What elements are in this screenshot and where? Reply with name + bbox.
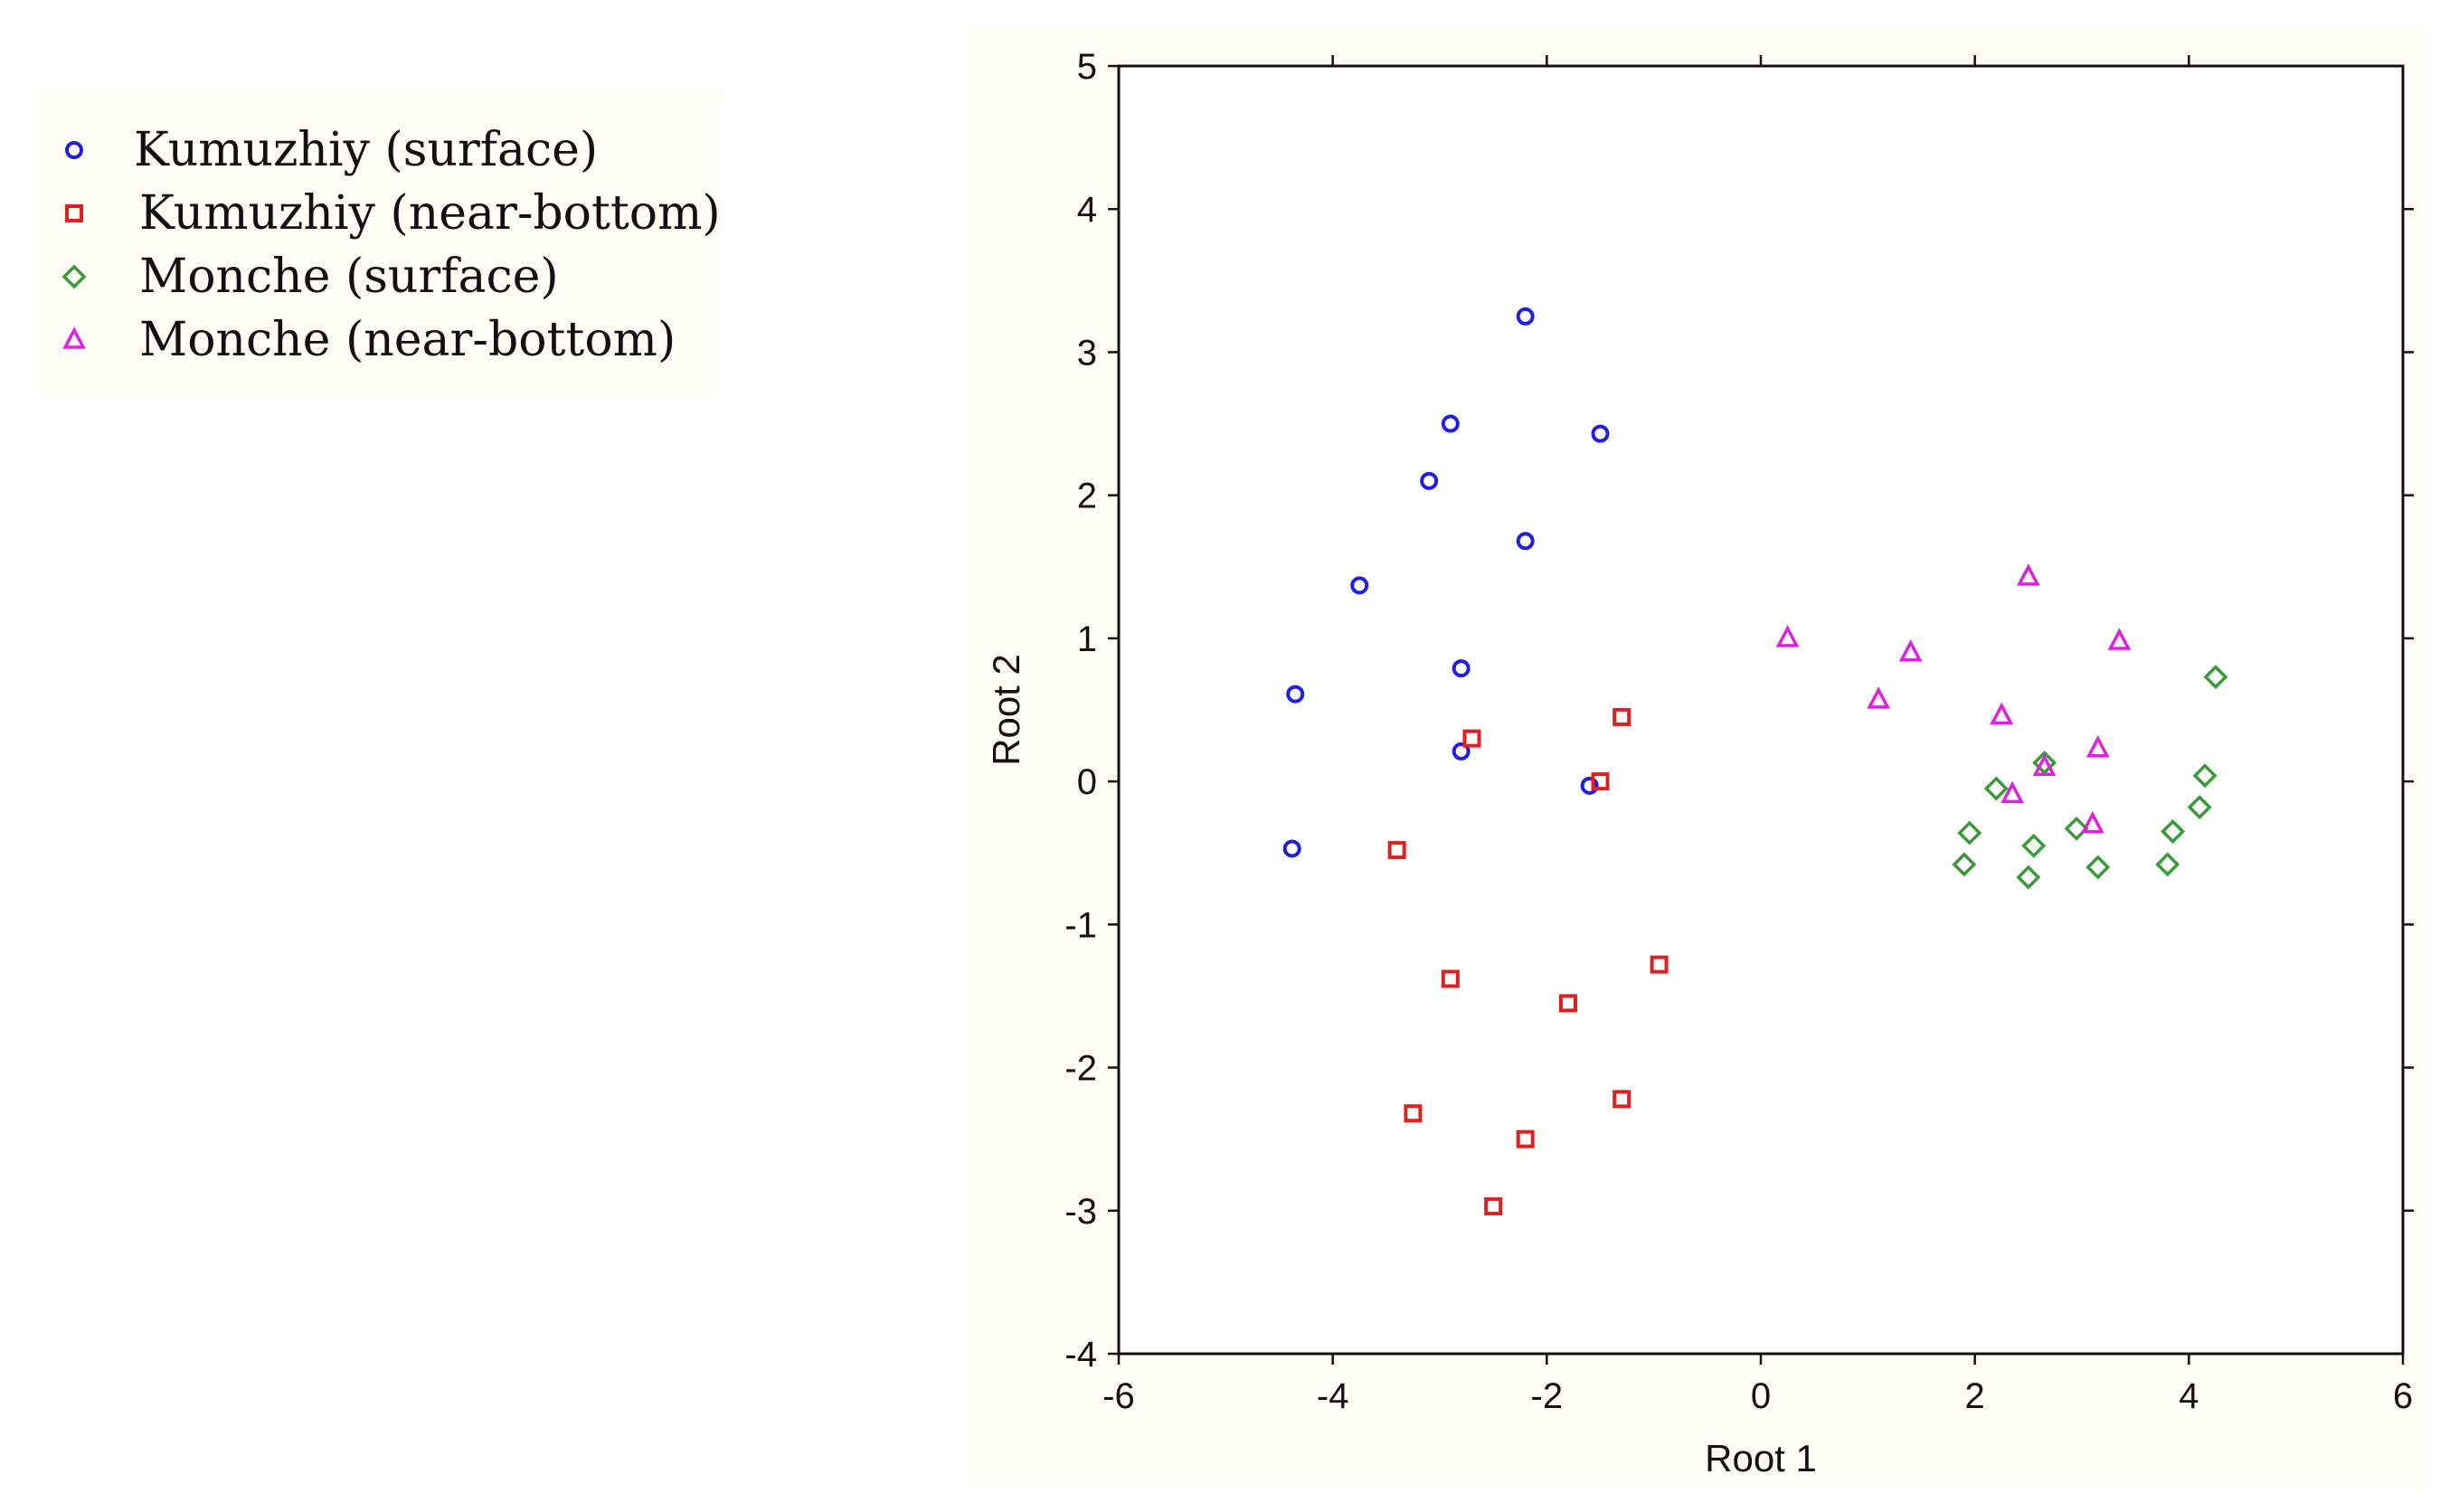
data-point-diamond — [1957, 820, 1982, 846]
data-point-square — [1462, 729, 1481, 748]
data-point-square — [1516, 1129, 1535, 1148]
data-point-triangle — [2080, 810, 2104, 834]
data-point-triangle — [1867, 686, 1891, 709]
y-tick-label: 1 — [1077, 619, 1097, 659]
data-point-circle — [1516, 307, 1535, 326]
data-point-triangle — [1775, 625, 1800, 647]
legend: Kumuzhiy (surface) Kumuzhiy (near-bottom)… — [40, 90, 722, 396]
data-point-circle — [1452, 659, 1471, 678]
data-point-square — [1559, 994, 1577, 1013]
y-tick-label: -2 — [1064, 1049, 1097, 1089]
data-point-triangle — [1898, 638, 1923, 662]
data-point-square — [1441, 969, 1460, 988]
chart-panel: -6 -4 -2 0 2 4 6 -4 -3 -2 -1 0 1 2 3 4 5 Root 1 Root 2 — [967, 26, 2425, 1488]
data-point-triangle — [2000, 780, 2024, 804]
legend-svg: Kumuzhiy (surface) Kumuzhiy (near-bottom)… — [61, 123, 721, 367]
y-tick-label: -4 — [1064, 1335, 1097, 1375]
y-tick-label: -1 — [1064, 905, 1097, 945]
data-point-diamond — [2064, 816, 2089, 841]
series-circle — [1282, 307, 1610, 858]
data-point-diamond — [1952, 852, 1977, 877]
legend-marker-circle — [65, 141, 83, 159]
plot-area — [1117, 64, 2405, 1356]
data-point-square — [1650, 955, 1669, 974]
data-point-circle — [1580, 776, 1599, 795]
data-point-square — [1613, 707, 1631, 726]
data-point-circle — [1350, 576, 1369, 595]
series-square — [1387, 707, 1669, 1216]
legend-label: Kumuzhiy (near-bottom) — [139, 186, 721, 241]
data-point-circle — [1516, 532, 1535, 551]
data-point-square — [1591, 772, 1610, 791]
data-point-diamond — [2016, 865, 2041, 890]
data-point-circle — [1441, 414, 1460, 433]
legend-marker-triangle — [62, 326, 86, 349]
y-axis-title: Root 2 — [985, 654, 1027, 766]
data-point-circle — [1286, 685, 1305, 704]
data-point-triangle — [2032, 753, 2057, 777]
x-tick-label: 2 — [1965, 1376, 1985, 1416]
data-point-triangle — [2016, 563, 2040, 586]
legend-label: Monche (surface) — [139, 250, 559, 304]
data-point-square — [1387, 841, 1406, 860]
data-point-diamond — [2155, 852, 2180, 877]
data-point-diamond — [2203, 665, 2228, 690]
legend-marker-diamond — [61, 264, 87, 289]
x-tick-label: -2 — [1531, 1376, 1564, 1416]
data-point-square — [1613, 1090, 1631, 1109]
data-point-diamond — [2192, 763, 2218, 789]
x-axis-title: Root 1 — [1705, 1437, 1817, 1479]
y-tick-label: 5 — [1077, 47, 1097, 87]
y-tick-label: 2 — [1077, 477, 1097, 516]
data-point-diamond — [1983, 776, 2009, 801]
data-point-diamond — [2021, 833, 2047, 858]
data-point-circle — [1452, 742, 1471, 761]
series-triangle — [1775, 563, 2132, 834]
legend-label: Kumuzhiy (surface) — [134, 123, 598, 177]
y-tick-label: 4 — [1077, 190, 1097, 230]
y-tick-label: -3 — [1064, 1192, 1097, 1232]
data-point-square — [1404, 1104, 1423, 1123]
y-tick-label: 0 — [1077, 762, 1097, 802]
data-point-triangle — [2085, 734, 2110, 758]
data-point-square — [1484, 1197, 1503, 1216]
data-point-circle — [1420, 471, 1439, 490]
data-point-diamond — [2187, 795, 2212, 820]
x-tick-label: 0 — [1751, 1376, 1771, 1416]
x-tick-label: -6 — [1102, 1376, 1135, 1416]
x-tick-label: 6 — [2393, 1376, 2413, 1416]
data-point-circle — [1591, 424, 1610, 443]
data-point-triangle — [1990, 702, 2014, 725]
y-tick-label: 3 — [1077, 333, 1097, 373]
x-tick-label: 4 — [2179, 1376, 2199, 1416]
x-tick-label: -4 — [1317, 1376, 1349, 1416]
data-point-diamond — [2161, 819, 2186, 844]
legend-label: Monche (near-bottom) — [139, 313, 676, 367]
series-diamond — [1952, 665, 2228, 890]
legend-marker-square — [65, 204, 83, 222]
data-point-triangle — [2107, 628, 2132, 650]
data-point-circle — [1282, 839, 1301, 858]
data-point-diamond — [2085, 855, 2111, 880]
